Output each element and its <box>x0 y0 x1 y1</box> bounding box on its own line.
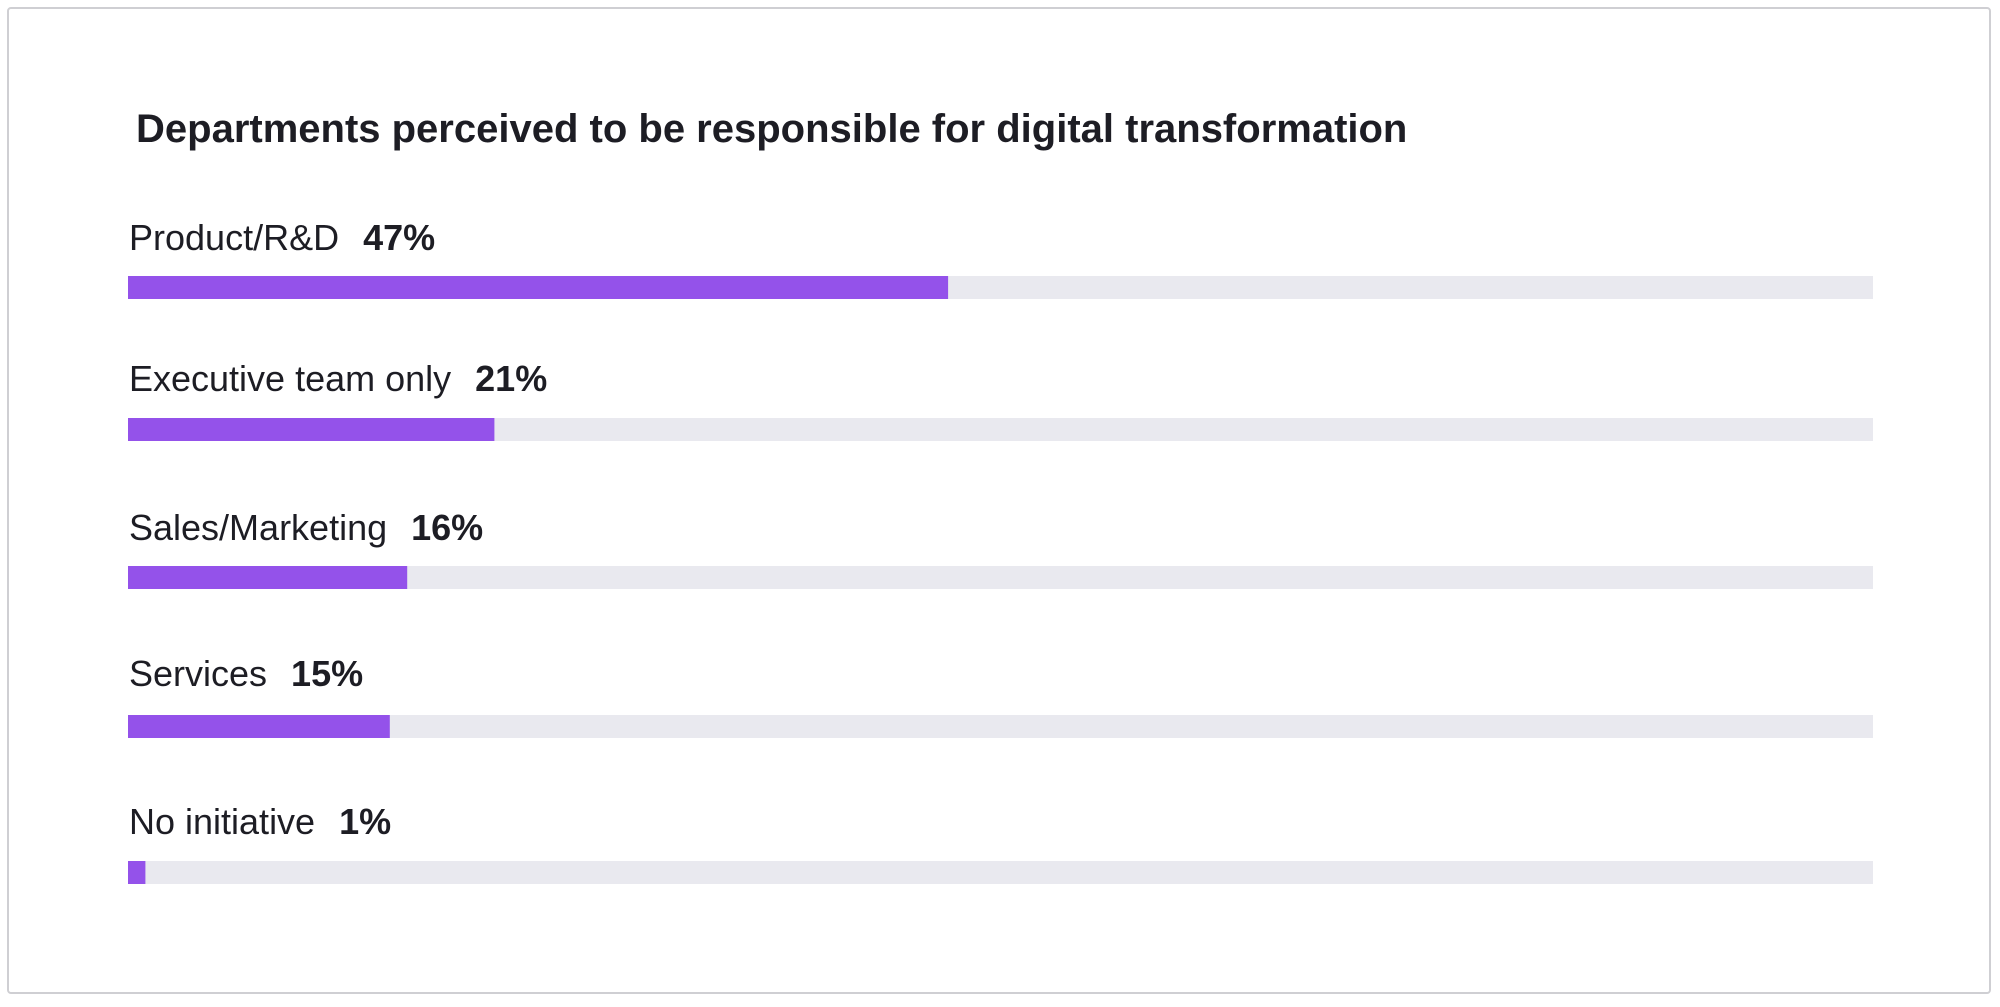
bar-track <box>128 715 1873 738</box>
category-label: No initiative <box>129 801 315 842</box>
value-label: 1% <box>339 801 391 842</box>
bar-row: Product/R&D 47% <box>128 217 1873 299</box>
bar <box>128 861 146 884</box>
value-label: 16% <box>411 507 483 548</box>
bar <box>128 276 949 299</box>
bar-track <box>128 418 1873 441</box>
bar-row: Executive team only 21% <box>128 358 1873 441</box>
category-label: Services <box>129 653 267 694</box>
bar-track <box>128 861 1873 884</box>
bar-label: Executive team only 21% <box>129 358 547 399</box>
bar-row: Services 15% <box>128 653 1873 738</box>
chart-title: Departments perceived to be responsible … <box>136 107 1408 151</box>
bar-label: Services 15% <box>129 653 363 694</box>
category-label: Executive team only <box>129 358 451 399</box>
bar-track <box>128 566 1873 589</box>
value-label: 47% <box>363 217 435 258</box>
value-label: 21% <box>475 358 547 399</box>
bar-label: Product/R&D 47% <box>129 217 435 258</box>
category-label: Product/R&D <box>129 217 339 258</box>
bar <box>128 418 495 441</box>
bar-label: No initiative 1% <box>129 801 391 842</box>
bar-row: No initiative 1% <box>128 801 1873 884</box>
bar <box>128 715 390 738</box>
bar-row: Sales/Marketing 16% <box>128 507 1873 589</box>
bar <box>128 566 408 589</box>
category-label: Sales/Marketing <box>129 507 387 548</box>
chart-card: Departments perceived to be responsible … <box>7 7 1991 994</box>
bar-label: Sales/Marketing 16% <box>129 507 483 548</box>
value-label: 15% <box>291 653 363 694</box>
